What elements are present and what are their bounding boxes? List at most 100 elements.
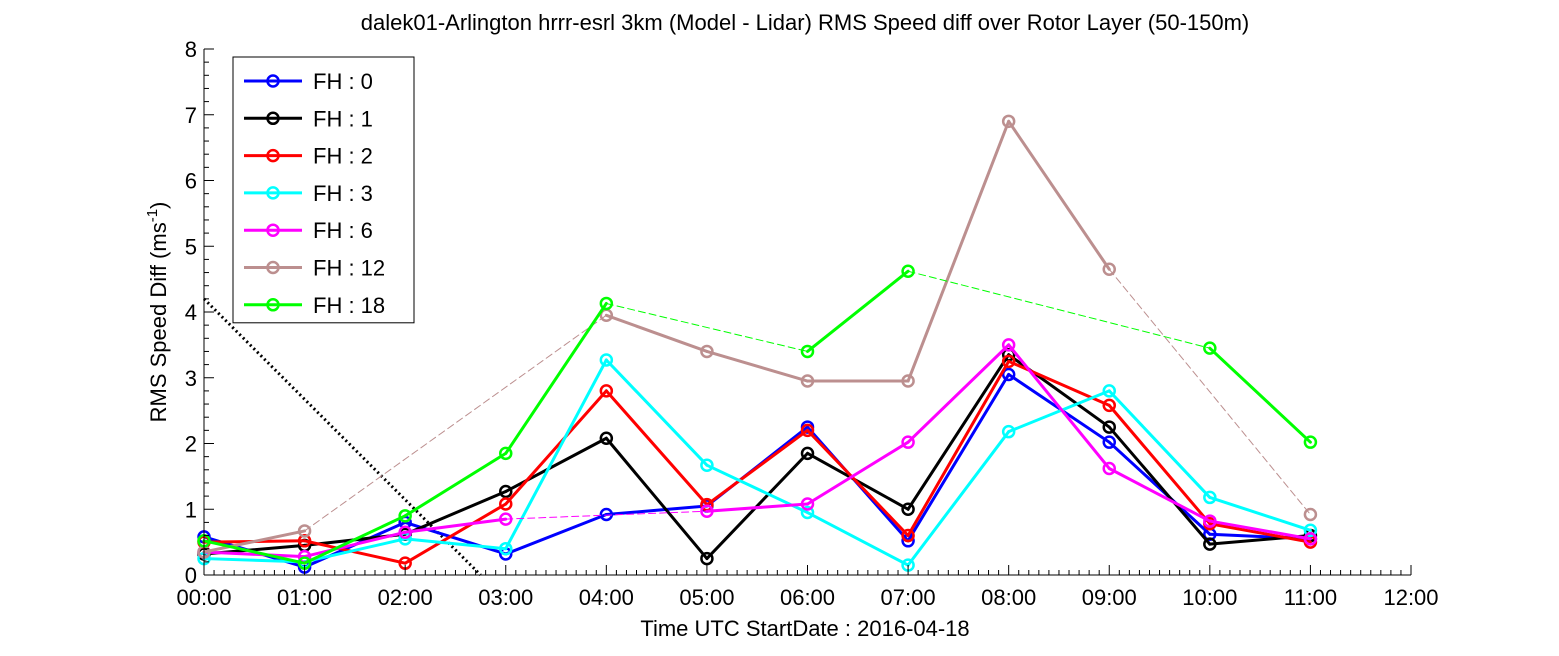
series-segment bbox=[202, 539, 307, 565]
series-segment bbox=[604, 504, 709, 517]
data-point bbox=[599, 296, 614, 311]
data-point bbox=[1303, 507, 1318, 522]
legend-swatch-marker bbox=[266, 148, 280, 163]
y-axis-label-superscript: -1 bbox=[144, 209, 161, 222]
data-point bbox=[901, 435, 915, 449]
series-segment bbox=[1007, 343, 1111, 470]
x-tick-label: 00:00 bbox=[176, 585, 231, 610]
series-segment bbox=[604, 389, 709, 507]
series-segment bbox=[303, 514, 407, 565]
series-segment bbox=[705, 349, 809, 383]
data-point bbox=[297, 524, 312, 538]
chart-title: dalek01-Arlington hrrr-esrl 3km (Model -… bbox=[361, 10, 1250, 35]
legend-item-4: FH : 6 bbox=[244, 218, 373, 243]
x-tick-label: 10:00 bbox=[1182, 585, 1237, 610]
y-tick-label: 8 bbox=[185, 37, 197, 62]
series-segment bbox=[705, 451, 809, 561]
data-point bbox=[1203, 514, 1217, 528]
series-segment bbox=[806, 428, 910, 538]
data-point bbox=[1303, 532, 1318, 546]
legend-swatch-marker bbox=[266, 298, 280, 312]
data-point bbox=[599, 384, 614, 398]
legend: FH : 0 FH : 1 FH : 2 FH : 3 FH : 6 FH : 12 FH … bbox=[232, 56, 415, 324]
data-point bbox=[700, 551, 714, 566]
data-point bbox=[1102, 262, 1116, 277]
legend-item-3: FH : 3 bbox=[244, 181, 373, 206]
series-segment bbox=[604, 436, 709, 561]
legend-item-2: FH : 2 bbox=[244, 144, 373, 169]
series-segment bbox=[303, 537, 407, 564]
data-point bbox=[1102, 398, 1116, 413]
legend-item-0: FH : 0 bbox=[244, 69, 373, 94]
series-segment bbox=[705, 428, 809, 507]
legend-label: FH : 6 bbox=[313, 218, 373, 243]
data-point bbox=[1303, 435, 1318, 449]
data-point bbox=[700, 504, 714, 518]
data-point bbox=[700, 458, 714, 472]
legend-swatch-marker bbox=[266, 223, 280, 237]
y-axis-label-close: ) bbox=[146, 202, 171, 209]
x-tick-label: 02:00 bbox=[378, 585, 433, 610]
x-tick-label: 12:00 bbox=[1383, 585, 1438, 610]
series-segment bbox=[202, 529, 307, 554]
series-segment bbox=[403, 489, 508, 536]
data-point bbox=[499, 446, 513, 461]
data-point bbox=[800, 374, 815, 388]
data-point bbox=[800, 423, 815, 438]
x-tick-label: 06:00 bbox=[780, 585, 835, 610]
data-point bbox=[1001, 354, 1016, 369]
data-point bbox=[800, 344, 815, 359]
series-3 bbox=[197, 353, 1318, 572]
data-point bbox=[1102, 461, 1116, 476]
legend-item-6: FH : 18 bbox=[244, 293, 385, 318]
x-tick-label: 05:00 bbox=[679, 585, 734, 610]
series-gap-segment bbox=[304, 314, 607, 532]
series-segment bbox=[1208, 522, 1312, 544]
series-segment bbox=[906, 359, 1011, 538]
series-segment bbox=[1208, 346, 1312, 444]
data-point bbox=[700, 344, 714, 359]
x-tick-label: 11:00 bbox=[1284, 585, 1337, 610]
series-segment bbox=[403, 502, 508, 565]
data-point bbox=[1303, 523, 1318, 538]
data-point bbox=[800, 446, 815, 461]
data-point bbox=[800, 497, 815, 511]
data-point bbox=[901, 264, 915, 278]
series-segment bbox=[1208, 495, 1312, 532]
legend-label: FH : 12 bbox=[313, 256, 385, 281]
data-point bbox=[901, 502, 915, 516]
series-segment bbox=[806, 440, 910, 506]
data-point bbox=[499, 497, 513, 511]
data-point bbox=[398, 525, 412, 540]
data-point bbox=[1203, 341, 1217, 355]
series-segment bbox=[504, 436, 608, 493]
y-tick-label: 1 bbox=[185, 497, 197, 522]
x-tick-label: 09:00 bbox=[1082, 585, 1137, 610]
x-tick-label: 08:00 bbox=[981, 585, 1036, 610]
series-segment bbox=[403, 537, 508, 551]
series-segment bbox=[1107, 425, 1212, 546]
series-segment bbox=[1208, 519, 1312, 541]
data-point bbox=[1102, 384, 1116, 398]
series-segment bbox=[403, 517, 508, 534]
series-2 bbox=[197, 354, 1318, 570]
series-segment bbox=[303, 530, 407, 559]
data-point bbox=[901, 528, 915, 543]
series-segment bbox=[504, 389, 608, 506]
series-segment bbox=[806, 269, 910, 353]
legend-box bbox=[232, 56, 415, 324]
series-5 bbox=[197, 114, 1318, 559]
series-segment bbox=[906, 372, 1011, 543]
y-tick-label: 0 bbox=[185, 563, 197, 588]
y-tick-label: 6 bbox=[185, 169, 197, 194]
data-point bbox=[1001, 114, 1016, 129]
data-point bbox=[800, 505, 815, 520]
series-segment bbox=[504, 358, 608, 551]
y-axis-label: RMS Speed Diff (ms-1) bbox=[144, 202, 171, 423]
series-gap-segment bbox=[505, 510, 708, 520]
data-point bbox=[1001, 338, 1016, 352]
series-segment bbox=[202, 557, 307, 564]
legend-label: FH : 0 bbox=[313, 69, 373, 94]
y-axis-label-main: RMS Speed Diff (ms bbox=[146, 222, 171, 422]
